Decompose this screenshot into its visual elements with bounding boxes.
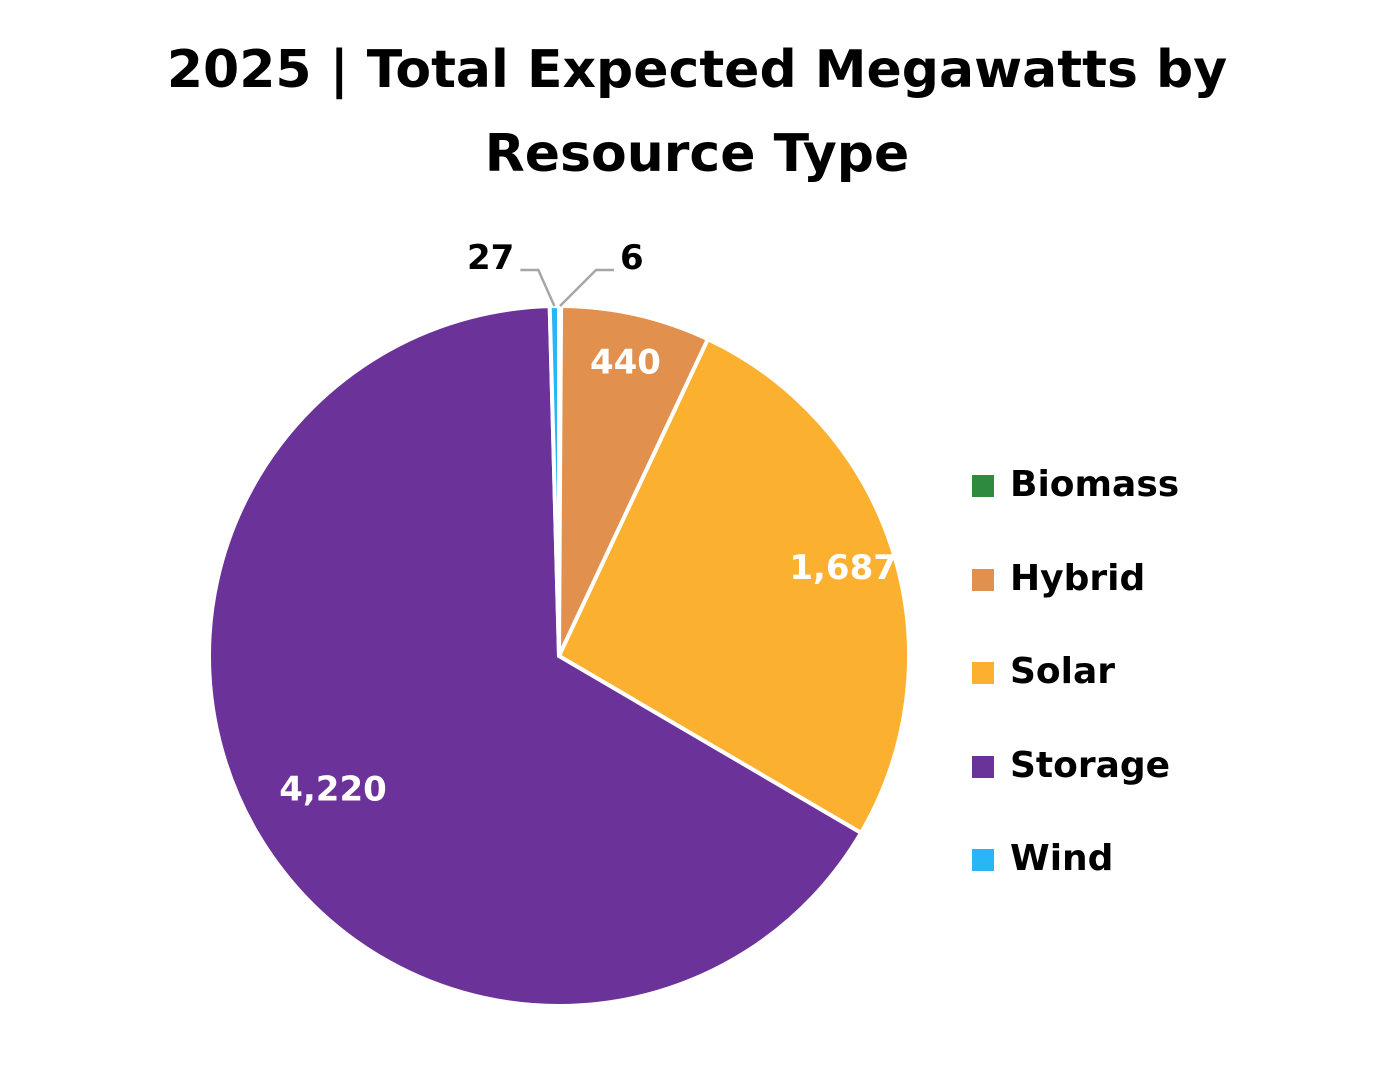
leader-line-wind bbox=[520, 268, 556, 307]
legend: Biomass Hybrid Solar Storage Wind bbox=[972, 455, 1372, 923]
legend-item-hybrid[interactable]: Hybrid bbox=[972, 549, 1372, 643]
legend-item-wind[interactable]: Wind bbox=[972, 829, 1372, 923]
legend-swatch-storage bbox=[972, 755, 994, 778]
legend-item-solar[interactable]: Solar bbox=[972, 642, 1372, 736]
pie-slice-solar[interactable] bbox=[557, 337, 911, 835]
pie-slice-wind[interactable] bbox=[547, 304, 561, 658]
legend-label-solar: Solar bbox=[1010, 651, 1116, 692]
legend-item-biomass[interactable]: Biomass bbox=[972, 455, 1372, 549]
legend-item-storage[interactable]: Storage bbox=[972, 736, 1372, 830]
legend-label-wind: Wind bbox=[1010, 838, 1114, 879]
data-label-wind: 27 bbox=[467, 238, 514, 278]
chart-title-line-2: Resource Type bbox=[484, 124, 910, 184]
data-label-hybrid: 440 bbox=[590, 342, 661, 382]
legend-swatch-hybrid bbox=[972, 568, 994, 591]
chart-title: 2025 | Total Expected Megawatts by Resou… bbox=[0, 28, 1394, 196]
data-labels: 440 1,687 4,220 6 27 bbox=[279, 238, 897, 810]
legend-swatch-solar bbox=[972, 662, 994, 684]
leader-lines bbox=[520, 268, 615, 307]
data-label-storage: 4,220 bbox=[279, 770, 387, 810]
data-label-biomass: 6 bbox=[620, 238, 644, 278]
data-label-solar: 1,687 bbox=[789, 548, 897, 588]
legend-swatch-biomass bbox=[972, 475, 994, 497]
pie-slice-hybrid[interactable] bbox=[557, 304, 710, 658]
pie-slice-storage[interactable] bbox=[207, 304, 864, 1008]
legend-label-biomass: Biomass bbox=[1010, 464, 1180, 505]
chart-title-line-1: 2025 | Total Expected Megawatts by bbox=[166, 40, 1228, 100]
legend-label-hybrid: Hybrid bbox=[1010, 557, 1146, 599]
legend-swatch-wind bbox=[972, 849, 994, 871]
legend-label-storage: Storage bbox=[1010, 744, 1171, 786]
pie-slices bbox=[207, 303, 911, 1008]
leader-line-biomass bbox=[559, 268, 615, 307]
